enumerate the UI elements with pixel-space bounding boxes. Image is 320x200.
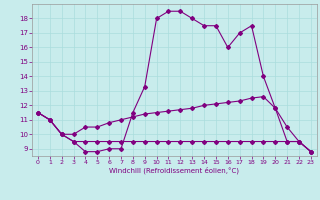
X-axis label: Windchill (Refroidissement éolien,°C): Windchill (Refroidissement éolien,°C)	[109, 167, 239, 174]
